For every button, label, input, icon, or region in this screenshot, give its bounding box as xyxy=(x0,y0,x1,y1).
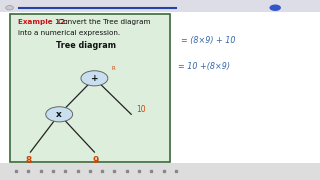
Text: R: R xyxy=(112,66,116,71)
Text: +: + xyxy=(91,74,98,83)
Text: Tree diagram: Tree diagram xyxy=(56,40,116,50)
Circle shape xyxy=(46,107,73,122)
Text: = 10 +(8×9): = 10 +(8×9) xyxy=(178,62,230,71)
Bar xyxy=(0,163,320,180)
Text: Convert the Tree diagram: Convert the Tree diagram xyxy=(56,19,150,25)
Circle shape xyxy=(6,6,13,10)
Circle shape xyxy=(269,4,281,11)
Circle shape xyxy=(81,71,108,86)
Text: = (8×9) + 10: = (8×9) + 10 xyxy=(181,36,235,45)
FancyBboxPatch shape xyxy=(10,14,170,162)
Text: x: x xyxy=(56,110,62,119)
Bar xyxy=(0,0,320,12)
Text: 9: 9 xyxy=(93,156,99,165)
Text: 8: 8 xyxy=(26,156,32,165)
Text: into a numerical expression.: into a numerical expression. xyxy=(18,30,120,36)
Text: 10: 10 xyxy=(136,105,146,114)
Text: Example 12:: Example 12: xyxy=(18,19,68,25)
Bar xyxy=(0,12,320,163)
